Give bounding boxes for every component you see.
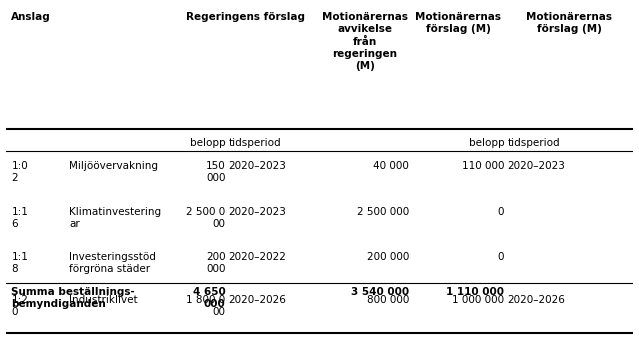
Text: Summa beställnings-
bemyndiganden: Summa beställnings- bemyndiganden — [12, 287, 135, 309]
Text: 200
000: 200 000 — [206, 252, 226, 274]
Text: Miljöövervakning: Miljöövervakning — [69, 161, 158, 171]
Text: 3 540 000: 3 540 000 — [351, 287, 409, 296]
Text: 40 000: 40 000 — [373, 161, 409, 171]
Text: Industriklivet: Industriklivet — [69, 295, 137, 305]
Text: 150
000: 150 000 — [206, 161, 226, 183]
Text: 1 800 0
00: 1 800 0 00 — [187, 295, 226, 317]
Text: Investeringsstöd
förgröna städer: Investeringsstöd förgröna städer — [69, 252, 156, 274]
Text: 0: 0 — [498, 252, 504, 262]
Text: 2 500 0
00: 2 500 0 00 — [187, 207, 226, 230]
Text: 1:1
6: 1:1 6 — [12, 207, 28, 230]
Text: 110 000: 110 000 — [462, 161, 504, 171]
Text: belopp: belopp — [190, 138, 226, 147]
Text: 2020–2023: 2020–2023 — [229, 207, 286, 217]
Text: 2020–2026: 2020–2026 — [507, 295, 566, 305]
Text: tidsperiod: tidsperiod — [507, 138, 560, 147]
Text: belopp: belopp — [468, 138, 504, 147]
Text: 800 000: 800 000 — [367, 295, 409, 305]
Text: Motionärernas
förslag (M): Motionärernas förslag (M) — [415, 11, 501, 34]
Text: 200 000: 200 000 — [367, 252, 409, 262]
Text: 4 650
000: 4 650 000 — [193, 287, 226, 309]
Text: 2 500 000: 2 500 000 — [357, 207, 409, 217]
Text: Motionärernas
avvikelse
från
regeringen
(M): Motionärernas avvikelse från regeringen … — [322, 11, 408, 71]
Text: Anslag: Anslag — [12, 11, 51, 22]
Text: tidsperiod: tidsperiod — [229, 138, 281, 147]
Text: 1 110 000: 1 110 000 — [446, 287, 504, 296]
Text: 0: 0 — [498, 207, 504, 217]
Text: Regeringens förslag: Regeringens förslag — [187, 11, 305, 22]
Text: 1 000 000: 1 000 000 — [452, 295, 504, 305]
Text: 1:0
2: 1:0 2 — [12, 161, 28, 183]
Text: Motionärernas
förslag (M): Motionärernas förslag (M) — [527, 11, 612, 34]
Text: Klimatinvestering
ar: Klimatinvestering ar — [69, 207, 161, 230]
Text: 1:1
8: 1:1 8 — [12, 252, 28, 274]
Text: 2020–2023: 2020–2023 — [507, 161, 566, 171]
Text: 2020–2022: 2020–2022 — [229, 252, 286, 262]
Text: 2020–2023: 2020–2023 — [229, 161, 286, 171]
Text: 1:2
0: 1:2 0 — [12, 295, 28, 317]
Text: 2020–2026: 2020–2026 — [229, 295, 286, 305]
